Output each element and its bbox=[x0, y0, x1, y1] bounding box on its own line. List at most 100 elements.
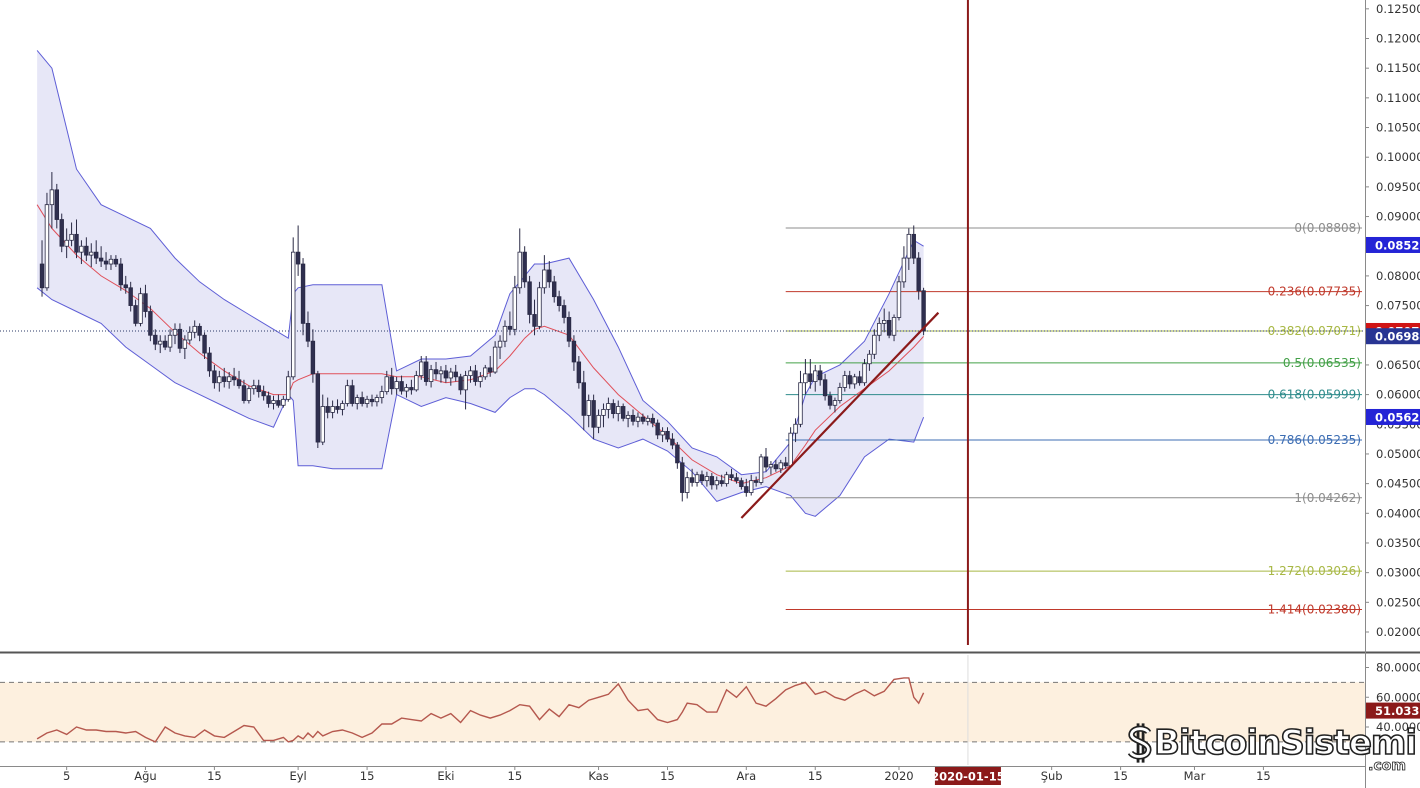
candle[interactable] bbox=[300, 258, 306, 336]
candle[interactable] bbox=[54, 183, 59, 229]
candle[interactable] bbox=[492, 341, 498, 374]
candle[interactable] bbox=[827, 391, 833, 410]
candle[interactable] bbox=[158, 335, 163, 354]
price-pane[interactable]: 0(0.08808)0.236(0.07735)0.382(0.07071)0.… bbox=[0, 0, 1365, 645]
candle[interactable] bbox=[645, 415, 650, 426]
candle[interactable] bbox=[813, 364, 818, 392]
candle[interactable] bbox=[773, 459, 779, 472]
candle[interactable] bbox=[113, 255, 119, 267]
candle[interactable] bbox=[616, 400, 621, 422]
candle[interactable] bbox=[729, 468, 734, 481]
candle[interactable] bbox=[581, 370, 586, 431]
candle[interactable] bbox=[182, 335, 188, 359]
candle[interactable] bbox=[69, 222, 74, 247]
candle[interactable] bbox=[714, 476, 719, 490]
candle[interactable] bbox=[694, 471, 700, 487]
candle[interactable] bbox=[187, 326, 192, 345]
candle[interactable] bbox=[783, 456, 788, 469]
candle[interactable] bbox=[699, 470, 705, 485]
candle[interactable] bbox=[566, 311, 572, 348]
candle[interactable] bbox=[128, 281, 133, 312]
candle[interactable] bbox=[369, 394, 375, 407]
candle[interactable] bbox=[389, 367, 394, 395]
candle[interactable] bbox=[842, 370, 847, 392]
candle[interactable] bbox=[758, 453, 764, 485]
candle[interactable] bbox=[537, 281, 542, 330]
candle[interactable] bbox=[635, 412, 641, 428]
candle[interactable] bbox=[345, 379, 350, 407]
candle[interactable] bbox=[596, 409, 601, 434]
candle[interactable] bbox=[502, 320, 508, 348]
candle[interactable] bbox=[202, 332, 207, 359]
candle[interactable] bbox=[463, 370, 468, 410]
candle[interactable] bbox=[236, 370, 242, 389]
candle[interactable] bbox=[172, 323, 178, 345]
candle[interactable] bbox=[192, 320, 197, 339]
candle[interactable] bbox=[340, 400, 345, 416]
candle[interactable] bbox=[59, 213, 64, 253]
candle[interactable] bbox=[719, 474, 724, 487]
candle[interactable] bbox=[404, 383, 409, 398]
rsi-pane[interactable] bbox=[0, 655, 1365, 765]
candle[interactable] bbox=[143, 284, 148, 318]
candle[interactable] bbox=[680, 456, 685, 502]
candle[interactable] bbox=[817, 364, 823, 386]
candle[interactable] bbox=[374, 394, 380, 407]
candle[interactable] bbox=[414, 370, 419, 392]
candle[interactable] bbox=[808, 358, 813, 389]
candle[interactable] bbox=[266, 391, 271, 408]
candle[interactable] bbox=[428, 364, 434, 388]
candle[interactable] bbox=[901, 246, 907, 288]
candle[interactable] bbox=[862, 358, 867, 386]
candle[interactable] bbox=[325, 397, 330, 419]
candle[interactable] bbox=[330, 400, 335, 419]
candle[interactable] bbox=[744, 478, 749, 497]
candle[interactable] bbox=[320, 394, 325, 446]
candle[interactable] bbox=[665, 427, 670, 443]
candle[interactable] bbox=[468, 366, 473, 383]
candle[interactable] bbox=[837, 382, 843, 404]
candle[interactable] bbox=[167, 329, 173, 352]
candle[interactable] bbox=[734, 472, 739, 484]
candle[interactable] bbox=[384, 370, 389, 395]
candle[interactable] bbox=[246, 385, 252, 404]
candle[interactable] bbox=[753, 476, 759, 487]
candle[interactable] bbox=[586, 394, 591, 428]
candle[interactable] bbox=[798, 370, 803, 428]
candle[interactable] bbox=[226, 372, 232, 389]
candle[interactable] bbox=[443, 364, 449, 383]
candle[interactable] bbox=[276, 394, 281, 408]
candle[interactable] bbox=[552, 275, 557, 303]
candle[interactable] bbox=[877, 317, 882, 342]
candle[interactable] bbox=[74, 219, 79, 259]
candle[interactable] bbox=[487, 356, 493, 377]
candle[interactable] bbox=[438, 366, 444, 383]
rsi-line[interactable] bbox=[36, 677, 925, 743]
candle[interactable] bbox=[478, 372, 483, 388]
candle[interactable] bbox=[419, 356, 424, 380]
candle[interactable] bbox=[689, 468, 695, 487]
candle[interactable] bbox=[103, 252, 109, 270]
candle[interactable] bbox=[49, 172, 55, 229]
candle[interactable] bbox=[822, 373, 828, 401]
candle[interactable] bbox=[350, 379, 355, 407]
candle[interactable] bbox=[148, 305, 153, 342]
candle[interactable] bbox=[803, 358, 808, 395]
candle[interactable] bbox=[650, 413, 655, 428]
candle[interactable] bbox=[556, 290, 562, 312]
candle[interactable] bbox=[290, 237, 296, 380]
candle[interactable] bbox=[542, 255, 547, 294]
rsi-axis[interactable]: 80.0000 60.0000 40.0000 bbox=[1365, 661, 1420, 735]
candle[interactable] bbox=[793, 418, 798, 443]
candle[interactable] bbox=[655, 419, 660, 440]
candle[interactable] bbox=[162, 335, 168, 351]
candle[interactable] bbox=[241, 379, 247, 404]
candle[interactable] bbox=[601, 403, 606, 428]
candle[interactable] bbox=[458, 373, 463, 395]
candle[interactable] bbox=[517, 228, 522, 294]
candle[interactable] bbox=[561, 299, 567, 324]
candle[interactable] bbox=[118, 258, 124, 291]
candle[interactable] bbox=[724, 471, 729, 487]
candle[interactable] bbox=[251, 379, 256, 395]
candle[interactable] bbox=[64, 228, 69, 259]
